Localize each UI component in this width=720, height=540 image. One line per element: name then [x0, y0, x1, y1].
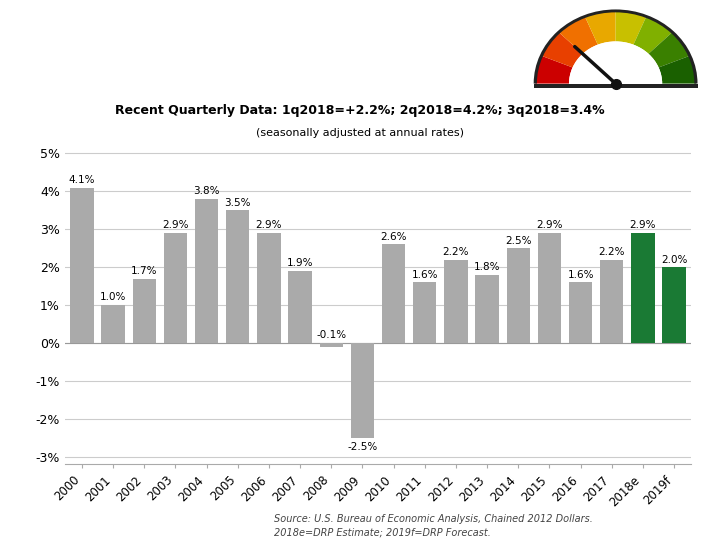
Text: Recent Quarterly Data: 1q2018=+2.2%; 2q2018=4.2%; 3q2018=3.4%: Recent Quarterly Data: 1q2018=+2.2%; 2q2…	[115, 104, 605, 117]
Wedge shape	[535, 56, 572, 84]
Text: 3.5%: 3.5%	[225, 198, 251, 207]
Bar	[507, 248, 530, 343]
Bar	[71, 187, 94, 343]
Wedge shape	[569, 42, 662, 84]
Text: 2.6%: 2.6%	[380, 232, 407, 242]
Wedge shape	[534, 10, 698, 84]
Wedge shape	[616, 11, 647, 45]
Text: 4.1%: 4.1%	[68, 175, 95, 185]
Text: 2.9%: 2.9%	[630, 220, 656, 231]
Text: Expected in 2018; Slowdown in 2019: Expected in 2018; Slowdown in 2019	[22, 55, 511, 79]
Text: 1.8%: 1.8%	[474, 262, 500, 272]
Text: 2.0%: 2.0%	[661, 254, 688, 265]
Text: 2.9%: 2.9%	[162, 220, 189, 231]
Bar	[195, 199, 218, 343]
Bar	[132, 279, 156, 343]
Bar	[569, 282, 593, 343]
Bar	[413, 282, 436, 343]
Text: 1.6%: 1.6%	[412, 269, 438, 280]
Text: (seasonally adjusted at annual rates): (seasonally adjusted at annual rates)	[256, 127, 464, 138]
Text: 2.2%: 2.2%	[598, 247, 625, 257]
Bar	[600, 260, 624, 343]
Bar	[320, 343, 343, 347]
Text: 1.9%: 1.9%	[287, 258, 313, 268]
FancyBboxPatch shape	[534, 84, 698, 88]
Bar	[444, 260, 467, 343]
Wedge shape	[585, 11, 616, 45]
Bar	[382, 245, 405, 343]
Bar	[351, 343, 374, 438]
Text: 2.5%: 2.5%	[505, 235, 531, 246]
Text: 1.0%: 1.0%	[100, 293, 126, 302]
Text: Source: U.S. Bureau of Economic Analysis, Chained 2012 Dollars.
2018e=DRP Estima: Source: U.S. Bureau of Economic Analysis…	[274, 514, 593, 537]
Wedge shape	[649, 32, 690, 68]
Wedge shape	[541, 32, 582, 68]
Text: 2.2%: 2.2%	[443, 247, 469, 257]
Bar	[102, 305, 125, 343]
Wedge shape	[659, 56, 696, 84]
Text: -0.1%: -0.1%	[316, 330, 346, 340]
Bar	[163, 233, 187, 343]
Text: U.S. GDP Increased Faster than: U.S. GDP Increased Faster than	[22, 21, 440, 45]
Text: 2.9%: 2.9%	[256, 220, 282, 231]
Bar	[538, 233, 561, 343]
Wedge shape	[559, 16, 598, 54]
Bar	[475, 275, 499, 343]
Text: 1.7%: 1.7%	[131, 266, 158, 276]
Bar	[631, 233, 654, 343]
Bar	[289, 271, 312, 343]
Text: -2.5%: -2.5%	[347, 442, 377, 453]
Bar	[662, 267, 685, 343]
Text: 3.8%: 3.8%	[194, 186, 220, 196]
Text: 1.6%: 1.6%	[567, 269, 594, 280]
Bar	[226, 210, 249, 343]
Wedge shape	[634, 16, 672, 54]
Text: 2.9%: 2.9%	[536, 220, 562, 231]
Bar	[257, 233, 281, 343]
